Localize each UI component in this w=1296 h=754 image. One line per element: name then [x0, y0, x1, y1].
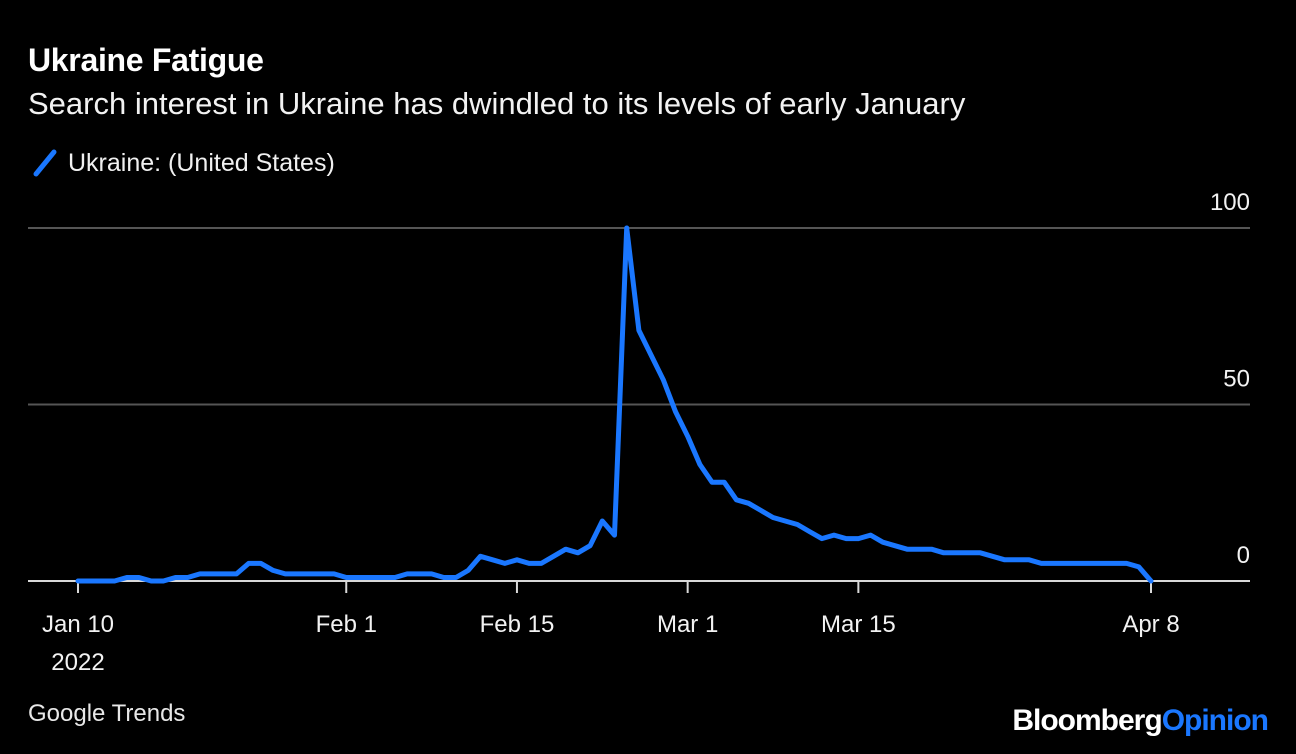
x-tick-label-5: Apr 8	[1122, 611, 1179, 638]
brand-part-opinion: Opinion	[1161, 704, 1269, 737]
x-tick-label-3: Mar 1	[657, 611, 718, 638]
x-tick-sublabel-0: 2022	[51, 649, 104, 676]
x-tick-label-2: Feb 15	[480, 611, 555, 638]
legend-line-icon	[33, 149, 57, 177]
chart-title: Ukraine Fatigue	[28, 42, 264, 78]
brand-part-bloomberg: Bloomberg	[1012, 704, 1162, 737]
chart-subtitle: Search interest in Ukraine has dwindled …	[28, 86, 966, 121]
grid-layer	[28, 227, 1250, 582]
y-tick-label-0: 0	[1237, 542, 1250, 569]
y-tick-label-100: 100	[1210, 189, 1250, 216]
series-layer	[75, 225, 1154, 584]
series-line-ukraine	[75, 225, 1154, 584]
legend: Ukraine: (United States)	[30, 148, 335, 178]
legend-label: Ukraine: (United States)	[68, 148, 335, 177]
y-tick-label-50: 50	[1223, 366, 1250, 393]
source-note: Google Trends	[28, 700, 186, 727]
y-tick-labels: 0 50 100	[1210, 189, 1250, 569]
brand-logo: BloombergOpinion	[1012, 704, 1269, 738]
x-tick-label-1: Feb 1	[316, 611, 377, 638]
x-tick-label-0: Jan 10	[42, 611, 114, 638]
x-tick-label-4: Mar 15	[821, 611, 896, 638]
x-axis: Jan 10 2022 Feb 1 Feb 15 Mar 1 Mar 15 Apr 8	[42, 581, 1180, 676]
